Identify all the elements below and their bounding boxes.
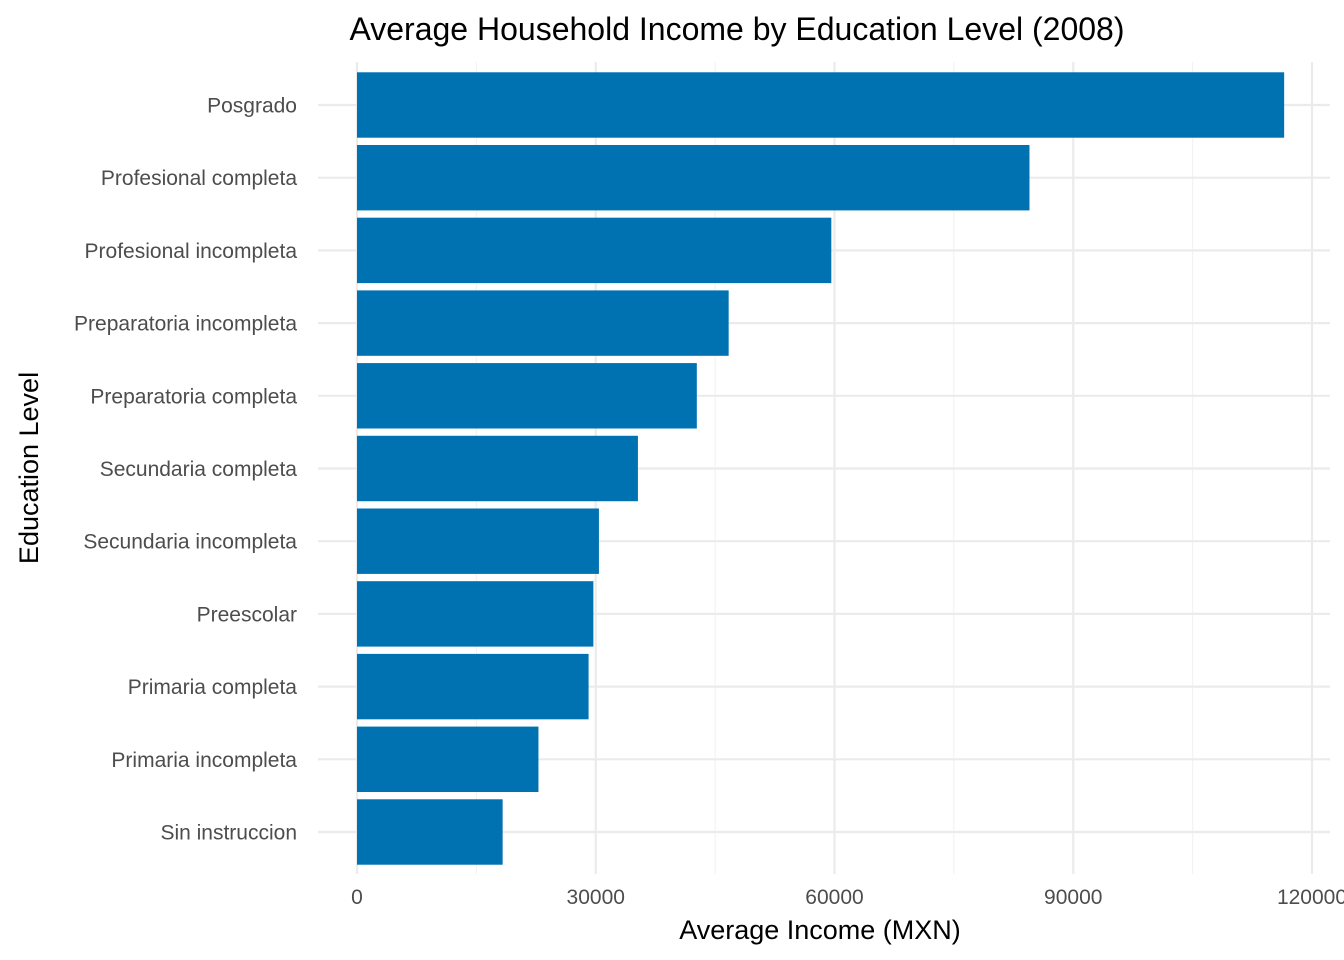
bar <box>357 435 638 502</box>
y-tick-label: Preparatoria incompleta <box>74 313 297 336</box>
bar <box>357 72 1285 138</box>
x-tick-label: 90000 <box>1044 886 1102 909</box>
x-tick-label: 0 <box>351 886 363 909</box>
x-tick-label: 60000 <box>805 886 863 909</box>
x-axis-tick-labels: 0 30000 60000 90000 120000 <box>351 886 1344 909</box>
y-tick-label: Primaria completa <box>128 676 298 699</box>
y-tick-label: Profesional completa <box>101 167 297 190</box>
y-axis-title: Education Level <box>14 372 44 564</box>
bar <box>357 581 594 647</box>
bar <box>357 508 599 574</box>
chart-title: Average Household Income by Education Le… <box>349 11 1124 47</box>
x-axis-title: Average Income (MXN) <box>679 915 961 945</box>
bar <box>357 290 729 356</box>
y-tick-label: Secundaria completa <box>100 458 298 481</box>
x-tick-label: 120000 <box>1277 886 1344 909</box>
bar <box>357 217 832 284</box>
y-tick-label: Profesional incompleta <box>85 240 298 263</box>
bar <box>357 653 589 720</box>
bar <box>357 144 1030 211</box>
y-tick-label: Secundaria incompleta <box>83 531 297 554</box>
y-axis-tick-labels: Posgrado Profesional completa Profesional … <box>74 95 297 845</box>
y-tick-label: Sin instruccion <box>160 822 297 845</box>
y-tick-label: Primaria incompleta <box>111 749 297 772</box>
y-tick-label: Posgrado <box>207 95 297 118</box>
bar <box>357 726 539 793</box>
bar <box>357 363 697 429</box>
bars <box>357 72 1285 865</box>
x-tick-label: 30000 <box>567 886 625 909</box>
bar <box>357 799 503 865</box>
y-tick-label: Preparatoria completa <box>90 385 297 408</box>
y-tick-label: Preescolar <box>197 603 297 626</box>
